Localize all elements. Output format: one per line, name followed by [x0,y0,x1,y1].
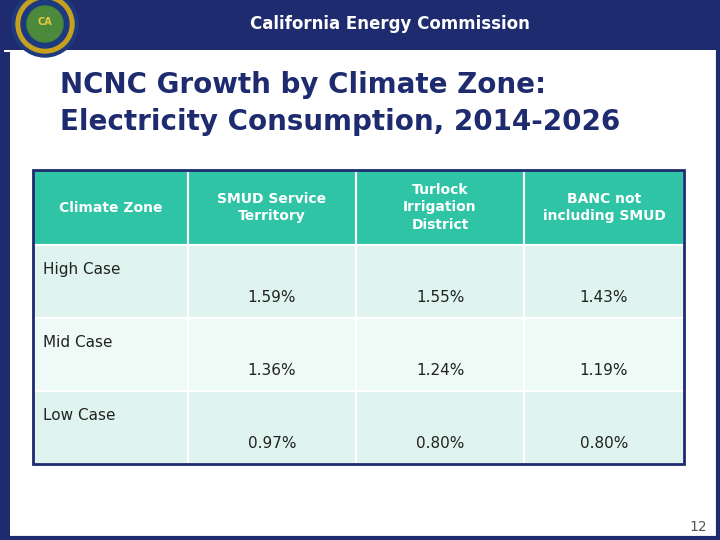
Text: Climate Zone: Climate Zone [59,200,162,214]
Bar [33,245,188,318]
Bar [33,318,188,391]
Bar [524,318,684,391]
Bar [188,245,356,318]
Bar [33,170,188,245]
Bar [2,2,718,50]
Text: NCNC Growth by Climate Zone:: NCNC Growth by Climate Zone: [60,71,546,99]
Text: 1.19%: 1.19% [580,363,629,378]
Text: Electricity Consumption, 2014-2026: Electricity Consumption, 2014-2026 [60,108,620,136]
Text: Mid Case: Mid Case [43,335,112,349]
Bar [524,245,684,318]
Text: California Energy Commission: California Energy Commission [250,15,530,33]
Text: High Case: High Case [43,261,120,276]
Circle shape [16,0,74,53]
Bar [356,170,524,245]
Text: 1.55%: 1.55% [416,290,464,305]
Text: BANC not
including SMUD: BANC not including SMUD [543,192,665,223]
Text: 0.80%: 0.80% [416,436,464,451]
Bar [524,391,684,464]
Bar [356,245,524,318]
Bar [33,391,188,464]
Text: 12: 12 [689,520,707,534]
Text: 1.59%: 1.59% [248,290,296,305]
Text: 0.97%: 0.97% [248,436,296,451]
Bar [188,170,356,245]
Bar [524,170,684,245]
Text: Turlock
Irrigation
District: Turlock Irrigation District [403,183,477,232]
Text: 1.36%: 1.36% [248,363,297,378]
Bar [2,52,10,538]
Bar [356,391,524,464]
Text: SMUD Service
Territory: SMUD Service Territory [217,192,327,223]
Text: 1.24%: 1.24% [416,363,464,378]
Bar [356,318,524,391]
Bar [33,170,684,464]
Text: CA: CA [37,17,53,27]
Circle shape [12,0,78,57]
Circle shape [27,6,63,42]
Circle shape [21,0,69,48]
Bar [188,318,356,391]
Bar [188,391,356,464]
Text: Low Case: Low Case [43,408,115,423]
Text: 1.43%: 1.43% [580,290,629,305]
Text: 0.80%: 0.80% [580,436,628,451]
